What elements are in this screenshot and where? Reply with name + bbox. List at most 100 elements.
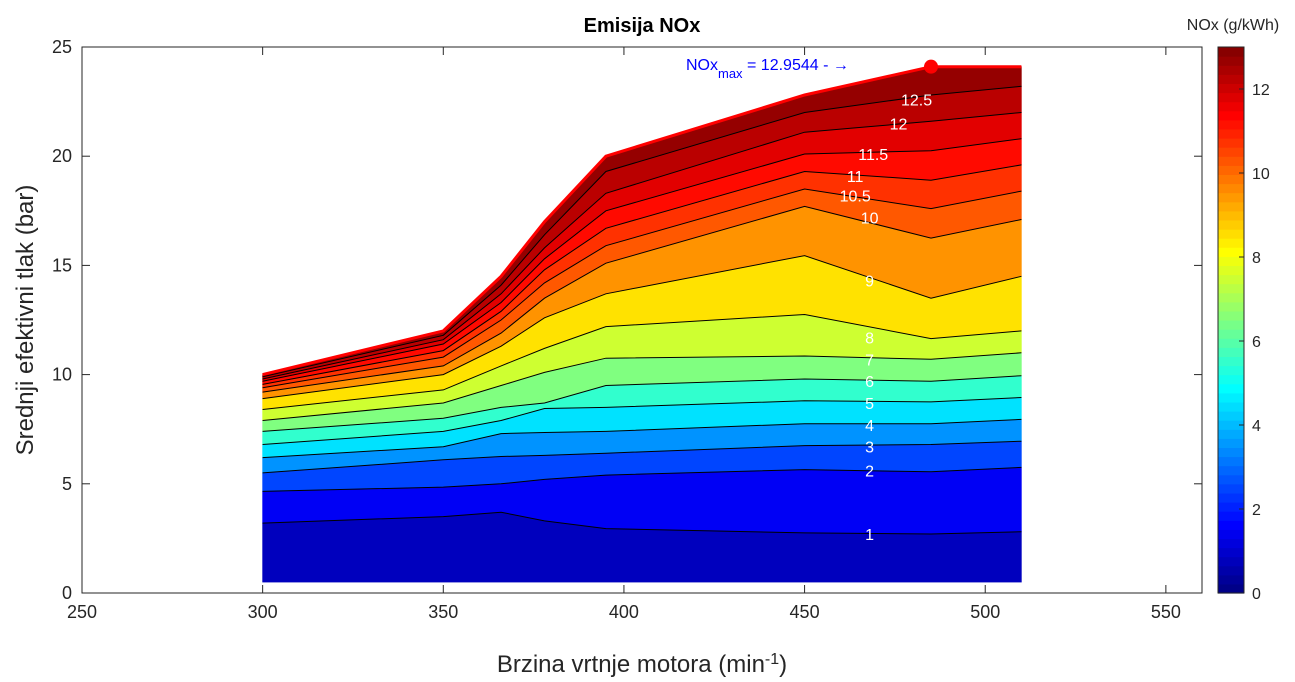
y-tick-label: 0: [62, 583, 72, 603]
contour-line: [262, 418, 1022, 459]
y-axis-label: Srednji efektivni tlak (bar): [12, 185, 39, 456]
colorbar-segment: [1218, 274, 1244, 285]
colorbar-segment: [1218, 538, 1244, 549]
x-tick-label: 300: [248, 602, 278, 622]
colorbar-segment: [1218, 392, 1244, 403]
colorbar-segment: [1218, 147, 1244, 157]
x-tick-label: 400: [609, 602, 639, 622]
x-tick-label: 250: [67, 602, 97, 622]
max-note-suffix: = 12.9544 - →: [743, 57, 849, 74]
colorbar-segment: [1218, 165, 1244, 175]
x-tick-label: 550: [1151, 602, 1181, 622]
colorbar-segment: [1218, 101, 1244, 112]
y-tick-label: 5: [62, 474, 72, 494]
colorbar-segment: [1218, 138, 1244, 148]
contour-label: 8: [865, 330, 874, 347]
colorbar-segment: [1218, 574, 1244, 585]
colorbar-segment: [1218, 529, 1244, 539]
contour-label: 11: [847, 169, 864, 186]
max-point-marker: [924, 59, 939, 74]
x-axis: 250 300 350 400 450 500 550: [67, 47, 1181, 622]
colorbar-segment: [1218, 183, 1244, 194]
contour-line: [262, 352, 1022, 421]
colorbar-segment: [1218, 556, 1244, 567]
colorbar-segment: [1218, 492, 1244, 503]
colorbar-segment: [1218, 511, 1244, 521]
y-tick-label: 25: [52, 37, 72, 57]
contour-line: [262, 188, 1022, 389]
colorbar-segment: [1218, 583, 1244, 594]
colorbar-segment: [1218, 520, 1244, 530]
contour-line: [262, 397, 1022, 445]
colorbar-segment: [1218, 119, 1244, 130]
x-axis-label-close: ): [779, 651, 787, 678]
x-tick-label: 500: [970, 602, 1000, 622]
colorbar-segment: [1218, 201, 1244, 212]
colorbar-segment: [1218, 156, 1244, 166]
x-axis-label-base: Brzina vrtnje motora (min: [497, 651, 765, 678]
colorbar-segment: [1218, 565, 1244, 576]
colorbar-segment: [1218, 219, 1244, 230]
contour-label: 6: [865, 374, 874, 391]
colorbar-segment: [1218, 420, 1244, 430]
colorbar-segment: [1218, 365, 1244, 376]
contour-label: 4: [865, 418, 874, 435]
colorbar-segment: [1218, 320, 1244, 330]
contour-line: [262, 85, 1022, 378]
colorbar-segment: [1218, 465, 1244, 476]
x-axis-label-sup: -1: [765, 651, 779, 668]
colorbar-segment: [1218, 65, 1244, 75]
contour-label: 12: [890, 116, 908, 133]
colorbar-segment: [1218, 329, 1244, 339]
colorbar-segment: [1218, 83, 1244, 94]
colorbar-segment: [1218, 411, 1244, 421]
contour-label: 3: [865, 440, 874, 457]
colorbar-segment: [1218, 256, 1244, 266]
colorbar-tick-label: 4: [1252, 418, 1261, 435]
colorbar-tick-label: 6: [1252, 334, 1261, 351]
colorbar-segment: [1218, 210, 1244, 221]
colorbar-segment: [1218, 92, 1244, 103]
colorbar-segment: [1218, 56, 1244, 66]
max-note-prefix: NOx: [686, 57, 718, 74]
contour-line: [262, 511, 1022, 535]
contour-line: [262, 164, 1022, 385]
colorbar-segment: [1218, 502, 1244, 512]
x-axis-label: Brzina vrtnje motora (min-1): [497, 651, 787, 679]
colorbar: 0 2 4 6 8 10 12: [1217, 46, 1270, 603]
chart-title: Emisija NOx: [584, 15, 701, 37]
contour-line: [262, 313, 1022, 410]
contour-label: 5: [865, 396, 874, 413]
colorbar-segment: [1218, 229, 1244, 239]
colorbar-segment: [1218, 174, 1244, 185]
contour-line: [262, 440, 1022, 474]
colorbar-segment: [1218, 128, 1244, 139]
contour-label: 12.5: [901, 92, 932, 109]
nox-max-boundary: [262, 65, 1022, 377]
y-tick-label: 20: [52, 146, 72, 166]
colorbar-segment: [1218, 301, 1244, 312]
colorbar-segment: [1218, 74, 1244, 84]
colorbar-segment: [1218, 438, 1244, 448]
y-tick-label: 10: [52, 365, 72, 385]
colorbar-segment: [1218, 383, 1244, 394]
colorbar-segment: [1218, 47, 1244, 57]
contour-lines: [262, 65, 1022, 535]
colorbar-segment: [1218, 356, 1244, 367]
colorbar-tick-label: 2: [1252, 502, 1261, 519]
contour-label: 11.5: [858, 147, 888, 164]
x-tick-label: 450: [790, 602, 820, 622]
contour-line: [262, 205, 1022, 393]
colorbar-segment: [1218, 547, 1244, 558]
colorbar-segment: [1218, 347, 1244, 357]
colorbar-segment: [1218, 447, 1244, 458]
contour-label: 10.5: [840, 189, 871, 206]
colorbar-segment: [1218, 429, 1244, 439]
contour-label: 9: [865, 274, 874, 291]
contour-label: 1: [865, 527, 874, 544]
colorbar-tick-label: 12: [1252, 82, 1270, 99]
y-tick-label: 15: [52, 255, 72, 275]
